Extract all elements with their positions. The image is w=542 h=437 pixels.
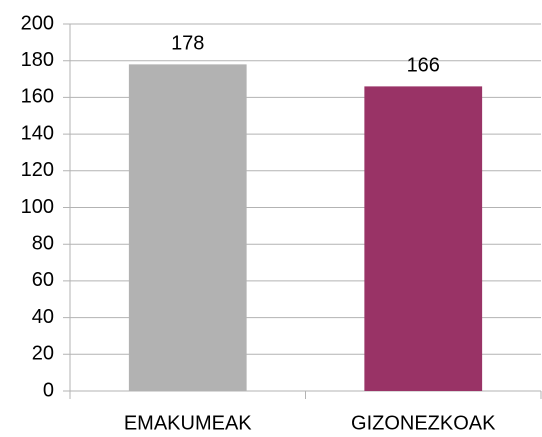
data-label: 178 [171, 33, 204, 55]
y-tick-label: 80 [32, 232, 54, 254]
x-tick-label: GIZONEZKOAK [351, 412, 496, 434]
bar [128, 64, 247, 392]
data-label: 166 [407, 55, 440, 77]
y-tick-label: 40 [32, 306, 54, 328]
y-tick-label: 60 [32, 269, 54, 291]
y-tick-label: 100 [21, 196, 54, 218]
bar [364, 86, 483, 391]
y-tick-label: 200 [21, 12, 54, 34]
y-tick-label: 180 [21, 49, 54, 71]
x-tick-label: EMAKUMEAK [124, 412, 252, 434]
y-tick-label: 0 [43, 379, 54, 401]
y-tick-label: 160 [21, 86, 54, 108]
y-tick-label: 140 [21, 122, 54, 144]
y-tick-label: 20 [32, 343, 54, 365]
y-tick-label: 120 [21, 159, 54, 181]
